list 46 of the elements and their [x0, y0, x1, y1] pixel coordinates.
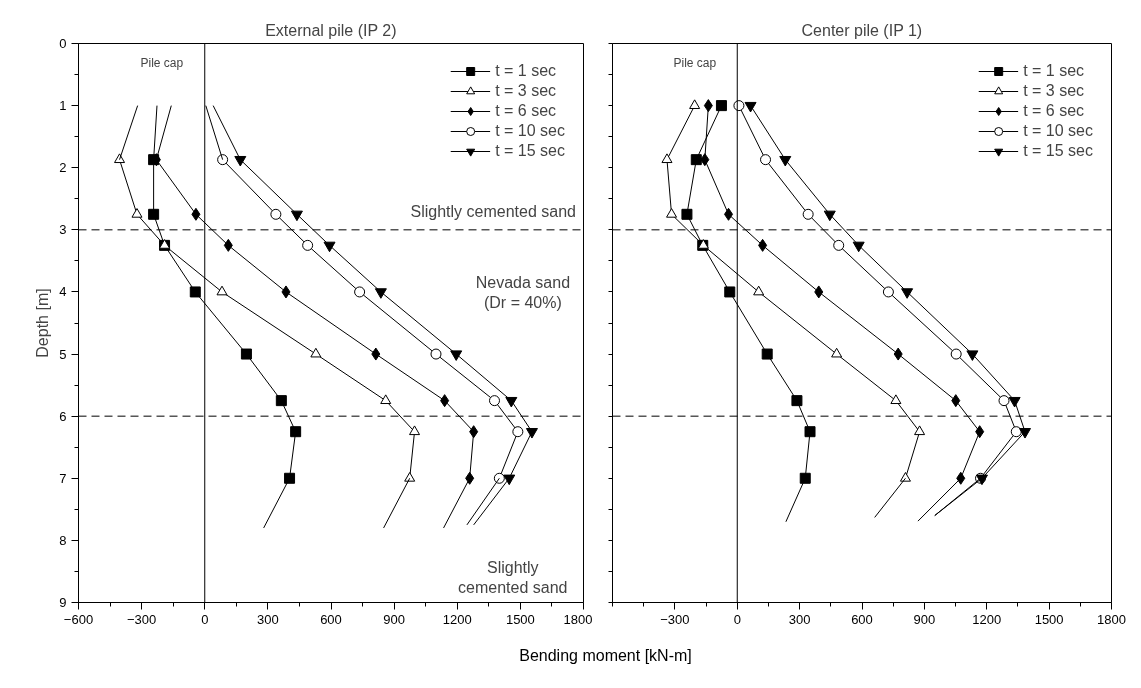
y-tick-label: 8	[59, 532, 67, 548]
y-tick-label: 1	[59, 98, 67, 114]
x-tick-label: 900	[383, 611, 405, 627]
annotation: Pile cap	[673, 56, 717, 71]
x-tick-label: 1800	[563, 611, 593, 627]
y-tick-label: 6	[59, 408, 67, 424]
x-tick-label: 1800	[1097, 611, 1126, 627]
legend-label: t = 10 sec	[1023, 121, 1093, 141]
x-tick-label: 300	[788, 611, 811, 627]
legend-label: t = 10 sec	[495, 121, 565, 141]
x-tick-label: 0	[201, 611, 209, 627]
y-tick-label: 2	[59, 160, 67, 176]
y-axis-title: Depth [m]	[34, 288, 52, 358]
annotation: Slightly cemented sand	[458, 558, 568, 597]
y-tick-label: 7	[59, 470, 67, 486]
x-tick-label: 300	[257, 611, 279, 627]
y-tick-label: 3	[59, 222, 67, 238]
legend-label: t = 3 sec	[1023, 81, 1085, 101]
legend-label: t = 6 sec	[495, 101, 557, 121]
x-tick-label: 0	[733, 611, 741, 627]
y-tick-label: 5	[59, 346, 67, 362]
legend-label: t = 1 sec	[1023, 61, 1085, 81]
x-tick-label: 1200	[972, 611, 1002, 627]
annotation: Nevada sand (Dr = 40%)	[475, 273, 571, 311]
x-tick-label: −600	[63, 611, 94, 627]
legend-label: t = 15 sec	[495, 141, 565, 161]
x-tick-label: 600	[851, 611, 873, 627]
legend-label: t = 3 sec	[495, 81, 557, 101]
annotation: Pile cap	[140, 56, 184, 71]
x-tick-label: 1500	[505, 611, 535, 627]
x-tick-label: −300	[126, 611, 157, 627]
legend-label: t = 6 sec	[1023, 101, 1085, 121]
x-tick-label: 900	[913, 611, 936, 627]
chart-title: Center pile (IP 1)	[801, 21, 923, 39]
chart-title: External pile (IP 2)	[265, 21, 397, 39]
x-tick-label: 600	[320, 611, 342, 627]
legend-label: t = 15 sec	[1023, 141, 1093, 161]
x-tick-label: −300	[660, 611, 690, 627]
y-tick-label: 4	[59, 284, 67, 300]
legend-label: t = 1 sec	[495, 61, 557, 81]
annotation: Slightly cemented sand	[410, 202, 576, 220]
x-tick-label: 1500	[1034, 611, 1064, 627]
y-tick-label: 0	[59, 36, 67, 51]
x-axis-title: Bending moment [kN-m]	[519, 646, 692, 666]
y-tick-label: 9	[59, 595, 67, 610]
x-tick-label: 1200	[442, 611, 472, 627]
